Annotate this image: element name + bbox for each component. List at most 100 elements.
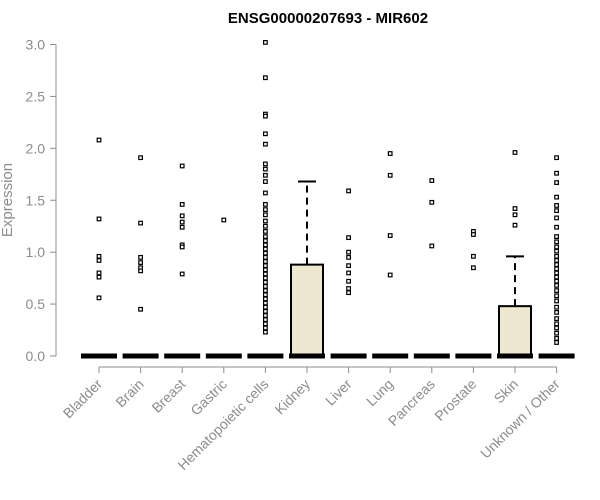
outlier-point (346, 263, 351, 269)
outlier-point (512, 222, 518, 228)
y-tick-label: 1.0 (26, 244, 46, 260)
outlier-point (263, 300, 268, 306)
outlier-point (554, 239, 559, 245)
x-tick-label: Skin (491, 376, 522, 407)
x-tick-label: Brain (112, 376, 146, 410)
outlier-point (471, 253, 476, 259)
box-group (413, 178, 450, 359)
outlier-point (179, 244, 185, 250)
outlier-point (471, 265, 476, 271)
outlier-point (263, 202, 268, 207)
box-group (81, 137, 117, 359)
outlier-point (346, 286, 351, 291)
outlier-point (554, 304, 559, 310)
outlier-point (263, 292, 268, 298)
outlier-point (138, 268, 144, 274)
outlier-point (263, 238, 268, 244)
outlier-point (554, 155, 559, 161)
outlier-point (263, 161, 268, 167)
outlier-point (138, 260, 144, 265)
outlier-point (554, 224, 559, 230)
y-tick-label: 0.5 (26, 296, 46, 312)
outlier-point (263, 279, 268, 285)
box-group (205, 217, 242, 359)
outlier-point (263, 113, 268, 119)
outlier-point (96, 270, 102, 276)
outlier-point (554, 170, 559, 176)
outlier-point (263, 304, 268, 310)
outlier-point (346, 235, 351, 241)
outlier-point (554, 316, 559, 322)
outlier-point (179, 213, 185, 219)
outlier-point (96, 274, 102, 280)
outlier-point (179, 219, 185, 225)
outlier-point (263, 263, 268, 269)
outlier-point (96, 216, 102, 222)
outlier-point (263, 329, 268, 335)
x-tick-label: Liver (322, 376, 355, 409)
outlier-point (554, 203, 559, 208)
outlier-point (96, 253, 102, 259)
box-group (122, 155, 159, 359)
outlier-point (554, 335, 559, 341)
outlier-point (263, 40, 268, 45)
outlier-point (263, 267, 268, 273)
x-tick-label: Bladder (60, 376, 106, 422)
outlier-point (554, 194, 559, 200)
outlier-point (554, 253, 559, 259)
outlier-point (346, 254, 351, 260)
outlier-point (554, 270, 559, 276)
outlier-point (221, 217, 227, 223)
outlier-point (554, 321, 559, 327)
outlier-point (346, 278, 351, 284)
outlier-point (263, 75, 268, 81)
outlier-point (554, 293, 559, 299)
outlier-point (554, 330, 559, 336)
outlier-point (346, 270, 351, 276)
outlier-point (263, 321, 268, 327)
outlier-point (554, 340, 559, 345)
outlier-point (554, 180, 559, 185)
outlier-point (387, 233, 393, 238)
outlier-point (263, 212, 268, 218)
outlier-point (263, 234, 268, 239)
outlier-point (387, 172, 393, 178)
outlier-point (554, 309, 559, 315)
plot-area (81, 40, 575, 359)
outlier-point (263, 218, 268, 224)
outlier-point (263, 207, 268, 212)
outlier-point (263, 325, 268, 331)
outlier-point (179, 163, 185, 169)
outlier-point (263, 296, 268, 302)
outlier-point (512, 206, 518, 211)
outlier-point (429, 199, 435, 205)
outlier-point (554, 278, 559, 284)
outlier-point (387, 151, 393, 156)
x-tick-label: Breast (148, 376, 188, 416)
x-tick-label: Unknown / Other (477, 376, 563, 462)
outlier-point (554, 248, 559, 254)
outlier-point (263, 275, 268, 281)
outlier-point (346, 290, 351, 296)
outlier-point (263, 229, 268, 234)
y-tick-label: 2.0 (26, 140, 46, 156)
outlier-point (138, 306, 144, 312)
outlier-point (263, 250, 268, 256)
y-tick-label: 0.0 (26, 348, 46, 364)
outlier-point (263, 172, 268, 178)
outlier-point (554, 244, 559, 250)
outlier-point (346, 188, 351, 194)
outlier-point (429, 178, 435, 183)
box-group (289, 180, 325, 359)
y-tick-label: 2.5 (26, 88, 46, 104)
outlier-point (554, 274, 559, 280)
outlier-point (554, 298, 559, 304)
outlier-point (263, 242, 268, 248)
outlier-point (512, 212, 518, 218)
outlier-point (346, 249, 351, 255)
outlier-point (263, 271, 268, 277)
outlier-point (554, 325, 559, 331)
box-group (330, 188, 367, 359)
